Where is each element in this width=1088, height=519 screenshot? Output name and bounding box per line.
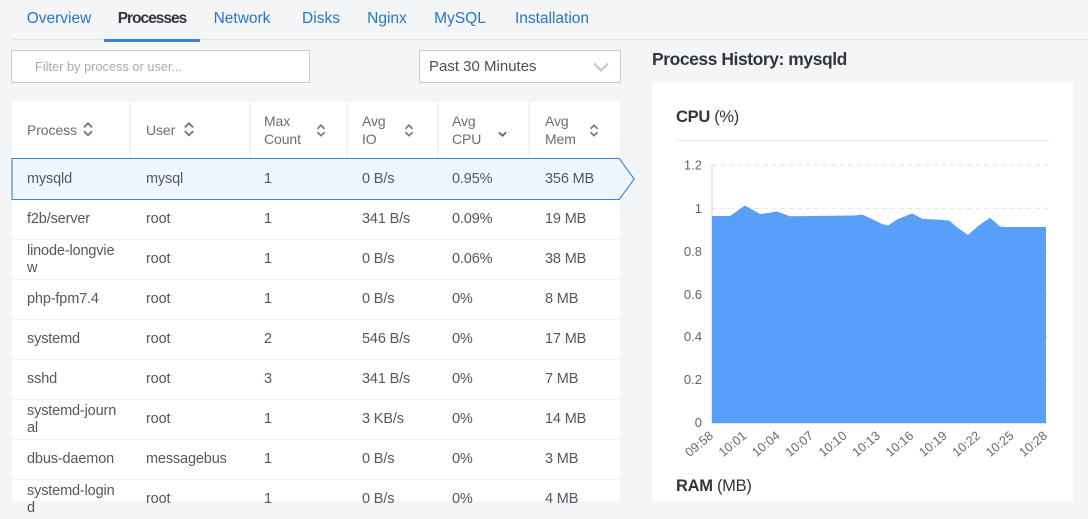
svg-text:0.4: 0.4 [684,329,702,344]
svg-text:10:28: 10:28 [1017,429,1050,460]
svg-text:1.2: 1.2 [684,158,702,173]
svg-text:10:13: 10:13 [850,429,883,460]
svg-text:10:19: 10:19 [916,429,949,460]
svg-text:10:04: 10:04 [749,429,782,460]
svg-text:0: 0 [695,415,702,430]
svg-text:10:25: 10:25 [983,429,1016,460]
svg-text:10:07: 10:07 [783,429,816,460]
svg-text:1: 1 [695,201,702,216]
svg-text:10:01: 10:01 [716,429,749,460]
svg-text:10:22: 10:22 [950,429,983,460]
svg-text:10:16: 10:16 [883,429,916,460]
svg-text:0.6: 0.6 [684,287,702,302]
svg-text:0.2: 0.2 [684,372,702,387]
svg-text:10:10: 10:10 [816,429,849,460]
svg-text:09:58: 09:58 [683,429,716,460]
svg-text:0.8: 0.8 [684,244,702,259]
